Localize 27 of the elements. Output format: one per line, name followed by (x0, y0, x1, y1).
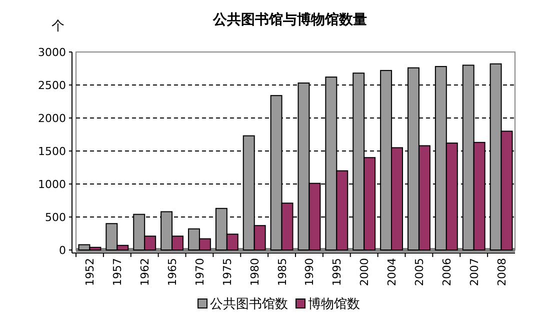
x-tick-label: 2006 (440, 258, 454, 286)
chart-title: 公共图书馆与博物馆数量 (212, 11, 367, 28)
x-tick-label: 1957 (111, 258, 124, 286)
x-tick-label: 1975 (220, 258, 234, 286)
legend-label: 博物馆数 (308, 297, 360, 312)
x-tick-label: 2008 (495, 258, 508, 286)
y-tick-label: 1500 (38, 145, 66, 158)
x-tick-label: 1970 (193, 258, 206, 286)
y-axis-title: 个 (52, 19, 64, 34)
y-tick-label: 0 (59, 244, 66, 257)
legend-label: 公共图书馆数 (210, 297, 288, 312)
x-tick-label: 1995 (330, 258, 344, 286)
x-tick-label: 2004 (386, 258, 399, 286)
x-tick-label: 1985 (276, 258, 289, 286)
y-tick-label: 500 (45, 211, 66, 224)
y-tick-label: 2500 (38, 79, 66, 92)
x-tick-label: 2005 (412, 258, 426, 286)
x-tick-label: 2000 (358, 258, 372, 286)
y-tick-label: 2000 (38, 112, 66, 125)
y-tick-label: 1000 (38, 178, 66, 191)
x-tick-label: 1990 (303, 258, 316, 286)
x-tick-label: 1962 (138, 258, 152, 286)
y-tick-label: 3000 (38, 46, 66, 59)
x-tick-label: 1965 (166, 258, 180, 286)
x-tick-label: 2007 (468, 258, 481, 286)
x-tick-label: 1980 (248, 258, 262, 286)
x-tick-label: 1952 (84, 258, 97, 286)
